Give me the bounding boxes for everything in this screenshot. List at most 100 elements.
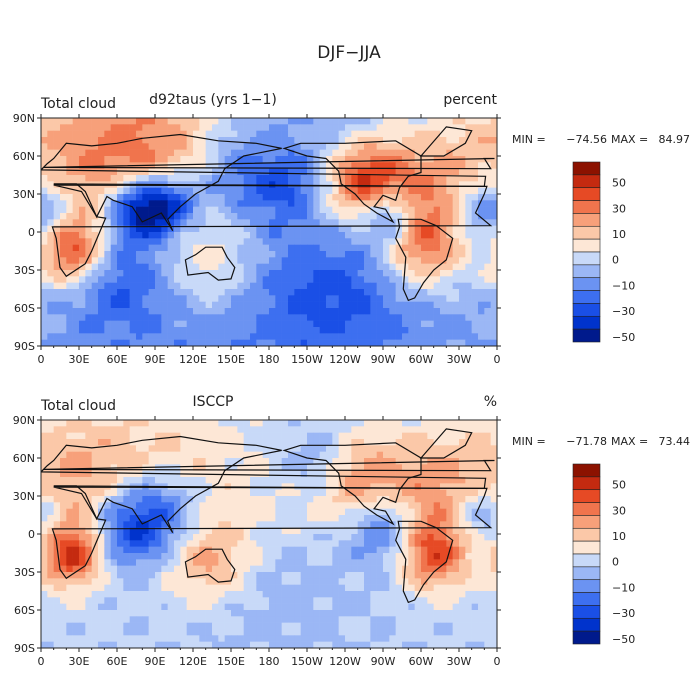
field-cell (167, 432, 175, 440)
field-cell (332, 263, 339, 271)
field-cell (91, 162, 99, 169)
field-cell (326, 257, 333, 264)
field-cell (351, 270, 358, 277)
field-cell (281, 521, 289, 528)
field-cell (53, 445, 61, 452)
field-cell (389, 320, 396, 328)
field-cell (256, 143, 263, 150)
field-cell (459, 232, 466, 239)
field-cell (478, 301, 485, 309)
field-cell (465, 314, 472, 321)
field-cell (155, 451, 162, 459)
field-cell (167, 572, 175, 579)
field-cell (148, 276, 156, 283)
field-cell (338, 289, 346, 296)
field-cell (459, 143, 466, 150)
field-cell (484, 213, 491, 220)
field-cell (186, 187, 194, 195)
field-cell (402, 546, 409, 554)
field-cell (60, 118, 67, 125)
field-cell (104, 451, 111, 459)
field-cell (370, 289, 377, 296)
field-cell (262, 232, 270, 239)
field-cell (376, 464, 384, 471)
field-cell (408, 591, 415, 598)
field-cell (402, 118, 409, 125)
field-cell (193, 610, 200, 617)
field-cell (79, 225, 86, 233)
field-cell (427, 200, 434, 207)
field-cell (180, 572, 187, 579)
field-cell (313, 238, 320, 245)
field-cell (332, 206, 339, 214)
field-cell (256, 314, 263, 321)
field-cell (199, 521, 206, 528)
field-cell (376, 333, 384, 340)
field-cell (446, 206, 453, 214)
field-cell (484, 559, 491, 566)
field-cell (351, 597, 358, 604)
field-cell (66, 308, 73, 315)
field-cell (79, 251, 86, 258)
field-cell (465, 219, 472, 226)
field-cell (408, 168, 415, 176)
field-cell (326, 168, 333, 176)
field-cell (465, 257, 472, 264)
field-cell (98, 295, 105, 302)
field-cell (376, 483, 384, 490)
field-cell (180, 616, 187, 623)
field-cell (53, 200, 61, 207)
field-cell (440, 597, 447, 604)
field-cell (389, 432, 396, 440)
field-cell (421, 540, 428, 547)
field-cell (402, 333, 409, 340)
field-cell (243, 301, 251, 309)
field-cell (389, 439, 396, 446)
field-cell (383, 603, 390, 611)
field-cell (294, 282, 301, 290)
field-cell (237, 439, 244, 446)
field-cell (142, 489, 149, 497)
field-cell (85, 496, 92, 503)
field-cell (180, 426, 187, 433)
field-cell (155, 257, 162, 264)
field-cell (300, 502, 308, 509)
field-cell (389, 232, 396, 239)
field-cell (383, 591, 390, 598)
field-cell (402, 276, 409, 283)
field-cell (313, 559, 320, 566)
field-cell (47, 187, 54, 195)
field-cell (459, 527, 466, 535)
field-cell (351, 464, 358, 471)
field-cell (85, 578, 92, 585)
field-cell (414, 143, 422, 150)
field-cell (364, 149, 371, 157)
field-cell (66, 546, 73, 554)
field-cell (79, 314, 86, 321)
field-cell (117, 219, 124, 226)
field-cell (218, 238, 225, 245)
field-cell (484, 282, 491, 290)
field-cell (72, 295, 80, 302)
field-cell (180, 251, 187, 258)
field-cell (357, 168, 365, 176)
field-cell (142, 603, 149, 611)
field-cell (440, 610, 447, 617)
field-cell (123, 584, 130, 592)
field-cell (123, 130, 130, 138)
field-cell (389, 327, 396, 334)
field-cell (117, 168, 124, 176)
field-cell (85, 458, 92, 465)
field-cell (117, 420, 124, 427)
field-cell (180, 489, 187, 497)
field-cell (433, 597, 441, 604)
field-cell (91, 426, 99, 433)
field-cell (53, 118, 61, 125)
field-cell (307, 137, 314, 144)
field-cell (104, 470, 111, 478)
field-cell (484, 540, 491, 547)
field-cell (275, 270, 282, 277)
field-cell (319, 540, 327, 547)
field-cell (104, 301, 111, 309)
field-cell (383, 572, 390, 579)
